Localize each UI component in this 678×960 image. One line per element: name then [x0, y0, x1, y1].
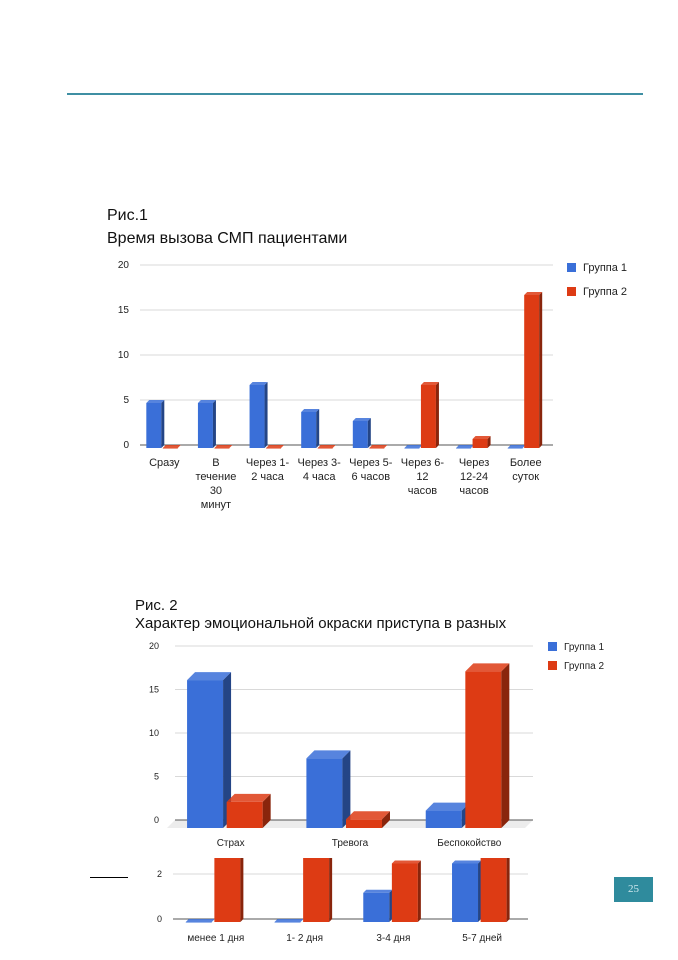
legend-swatch-group1 [567, 263, 576, 272]
y-tick-label: 5 [154, 772, 159, 782]
x-tick-label: Через 5- [349, 457, 393, 469]
bar-group1 [301, 409, 320, 448]
y-tick-label: 5 [123, 395, 129, 406]
x-tick-label: Через 3- [298, 457, 342, 469]
x-tick-label: Тревога [332, 838, 369, 849]
bar-group2 [472, 436, 491, 448]
chart1-title-line2: Время вызова СМП пациентами [107, 230, 348, 247]
bar-group1 [197, 400, 216, 448]
y-tick-label: 2 [157, 869, 162, 879]
chart-duration: 0 2 менее 1 дня 1- 2 дня 3-4 дня 5-7 дней [157, 858, 528, 944]
x-tick-label: В [212, 457, 219, 469]
x-tick-label: течение [196, 471, 237, 483]
bar-group2 [214, 445, 233, 449]
y-tick-label: 0 [157, 914, 162, 924]
x-tick-label: 30 [210, 485, 222, 497]
bar-group1 [249, 382, 268, 448]
bar-group2 [524, 292, 543, 448]
legend-label-group1: Группа 1 [583, 262, 627, 274]
x-tick-label: 1- 2 дня [286, 933, 323, 944]
bar-group1 [352, 418, 371, 448]
page-number: 25 [614, 877, 653, 902]
x-tick-label: 3-4 дня [376, 933, 410, 944]
y-tick-label: 15 [118, 305, 130, 316]
x-tick-label: суток [512, 471, 539, 483]
bar-group2 [346, 811, 390, 828]
y-tick-label: 10 [149, 728, 159, 738]
x-tick-label: часов [459, 485, 489, 497]
footer-line [90, 877, 128, 878]
bar-group1 [146, 400, 165, 448]
y-tick-label: 0 [123, 440, 129, 451]
x-tick-label: 4 часа [303, 471, 337, 483]
x-tick-label: 6 часов [352, 471, 391, 483]
bar-group1 [306, 750, 351, 828]
x-tick-label: 12-24 [460, 471, 488, 483]
legend-swatch-group2 [548, 661, 557, 670]
bar-group1 [404, 445, 423, 449]
y-tick-label: 20 [118, 260, 130, 271]
bar-group1 [452, 860, 482, 922]
bar-group1 [185, 919, 215, 923]
legend-label-group2: Группа 2 [564, 661, 604, 672]
header-rule [67, 93, 643, 95]
chart1-title-line1: Рис.1 [107, 207, 148, 224]
x-tick-label: Через [459, 457, 490, 469]
legend-label-group1: Группа 1 [564, 642, 604, 653]
x-tick-label: Сразу [149, 457, 180, 469]
chart-emotion: 0 5 10 15 20 Страх Тревога Беспокойство Группа 1… [149, 641, 604, 849]
bar-group2 [266, 445, 285, 449]
x-tick-label: Более [510, 457, 542, 469]
x-tick-label: Через 1- [246, 457, 290, 469]
y-tick-label: 20 [149, 641, 159, 651]
bar-group2 [465, 663, 510, 828]
bar-group1 [363, 889, 393, 922]
bar-group2 [369, 445, 388, 449]
bar-group2 [303, 858, 333, 922]
bar-group2 [480, 858, 510, 922]
bar-group2 [226, 793, 271, 828]
chart2-title-line2: Характер эмоциональной окраски приступа … [135, 615, 507, 632]
x-tick-label: менее 1 дня [187, 933, 244, 944]
x-tick-label: Беспокойство [437, 838, 502, 849]
x-tick-label: Страх [217, 838, 245, 849]
bar-group2 [317, 445, 336, 449]
bar-group2 [391, 860, 421, 922]
legend-swatch-group2 [567, 287, 576, 296]
bar-group1 [274, 919, 304, 923]
x-tick-label: 2 часа [251, 471, 285, 483]
bar-group2 [214, 858, 244, 922]
bar-group1 [507, 445, 526, 449]
y-tick-label: 0 [154, 815, 159, 825]
bar-group2 [420, 382, 439, 448]
y-tick-label: 10 [118, 350, 130, 361]
legend-label-group2: Группа 2 [583, 286, 627, 298]
x-tick-label: 5-7 дней [462, 933, 502, 944]
legend-swatch-group1 [548, 642, 557, 651]
chart2-title-line1: Рис. 2 [135, 597, 178, 614]
x-tick-label: минут [201, 499, 231, 511]
y-tick-label: 15 [149, 685, 159, 695]
bar-group1 [187, 672, 232, 828]
bar-group1 [456, 445, 475, 449]
x-tick-label: часов [408, 485, 438, 497]
x-tick-label: Через 6- [401, 457, 445, 469]
bar-group2 [162, 445, 181, 449]
bar-group1 [425, 802, 470, 828]
x-tick-label: 12 [416, 471, 428, 483]
